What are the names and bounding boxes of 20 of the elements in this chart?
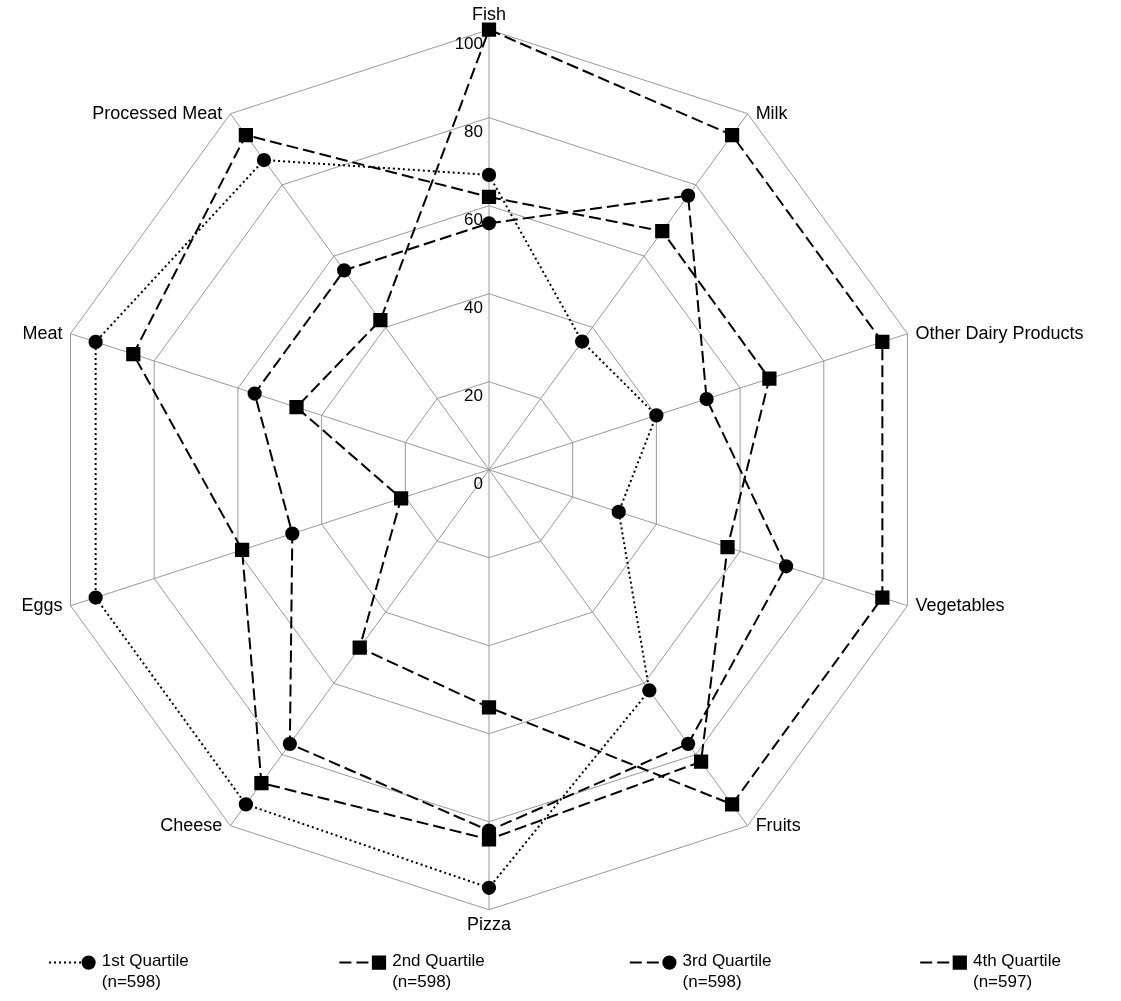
legend-label: 4th Quartile (n=597) [973,950,1061,991]
spoke-label: Vegetables [915,594,1005,615]
legend-label: 2nd Quartile (n=598) [392,950,485,991]
spoke-label: Fish [471,3,507,24]
spoke-label: Pizza [466,913,512,934]
y-tick-label: 100 [454,33,483,53]
spoke-label: Other Dairy Products [915,322,1084,343]
y-tick-label: 0 [473,473,483,493]
y-tick-label: 40 [464,297,483,317]
spoke-label: Eggs [21,594,63,615]
spoke-label: Fruits [755,814,801,835]
legend-label: 3rd Quartile (n=598) [682,950,772,991]
spoke-label: Meat [22,322,63,343]
y-tick-label: 20 [464,385,483,405]
y-tick-label: 80 [464,121,483,141]
y-tick-label: 60 [464,209,483,229]
spoke-label: Processed Meat [92,102,223,123]
spoke-label: Cheese [160,814,223,835]
spoke-label: Milk [755,102,789,123]
legend-label: 1st Quartile (n=598) [101,950,189,991]
